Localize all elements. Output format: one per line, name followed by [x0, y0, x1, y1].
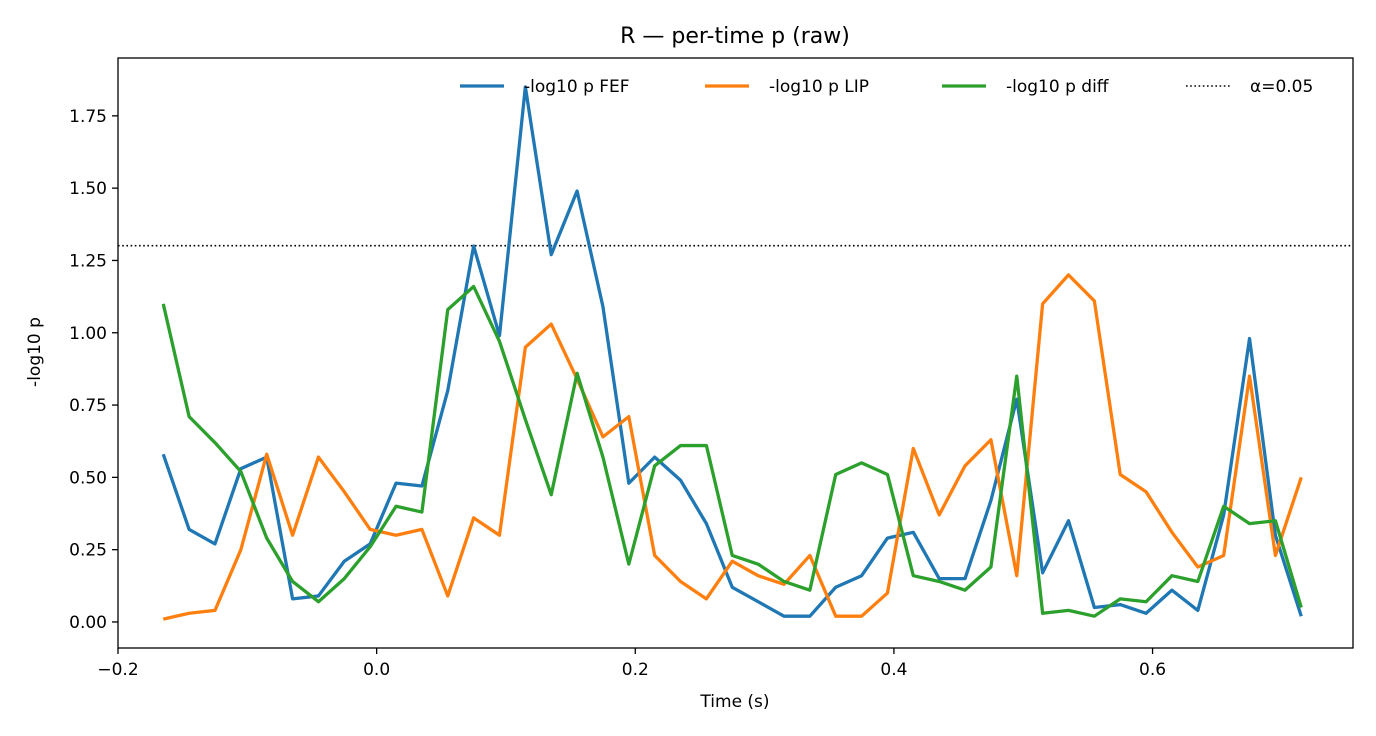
y-tick-label: 0.00 [69, 613, 107, 633]
legend-label: -log10 p FEF [524, 77, 630, 97]
legend-label: -log10 p diff [1006, 77, 1110, 97]
y-tick-label: 1.50 [69, 179, 107, 199]
x-tick-label: 0.6 [1139, 660, 1166, 680]
x-tick-label: 0.0 [363, 660, 390, 680]
y-tick-label: 0.25 [69, 541, 107, 561]
y-tick-label: 1.25 [69, 251, 107, 271]
plot-area [118, 85, 1353, 621]
chart-title: R — per-time p (raw) [620, 24, 850, 49]
x-tick-label: 0.4 [880, 660, 907, 680]
y-tick-label: 0.75 [69, 396, 107, 416]
series-line-fef [161, 85, 1303, 618]
plot-frame [117, 57, 1354, 649]
x-tick-label: 0.2 [622, 660, 649, 680]
y-tick-label: 1.75 [69, 107, 107, 127]
series-line-lip [162, 273, 1303, 621]
x-axis-label: Time (s) [699, 692, 769, 712]
axes: −0.2 0.0 0.2 0.4 0.6 0.00 0.25 0.50 0.75 1.00 1.25… [69, 57, 1354, 680]
legend: -log10 p FEF -log10 p LIP -log10 p diff α=0… [460, 77, 1313, 97]
y-axis-label: -log10 p [25, 317, 45, 387]
y-tick-label: 0.50 [69, 468, 107, 488]
x-tick-label: −0.2 [97, 660, 138, 680]
series-line-diff [161, 284, 1303, 618]
legend-label: α=0.05 [1250, 77, 1313, 97]
y-tick-label: 1.00 [69, 324, 107, 344]
legend-label: -log10 p LIP [769, 77, 869, 97]
